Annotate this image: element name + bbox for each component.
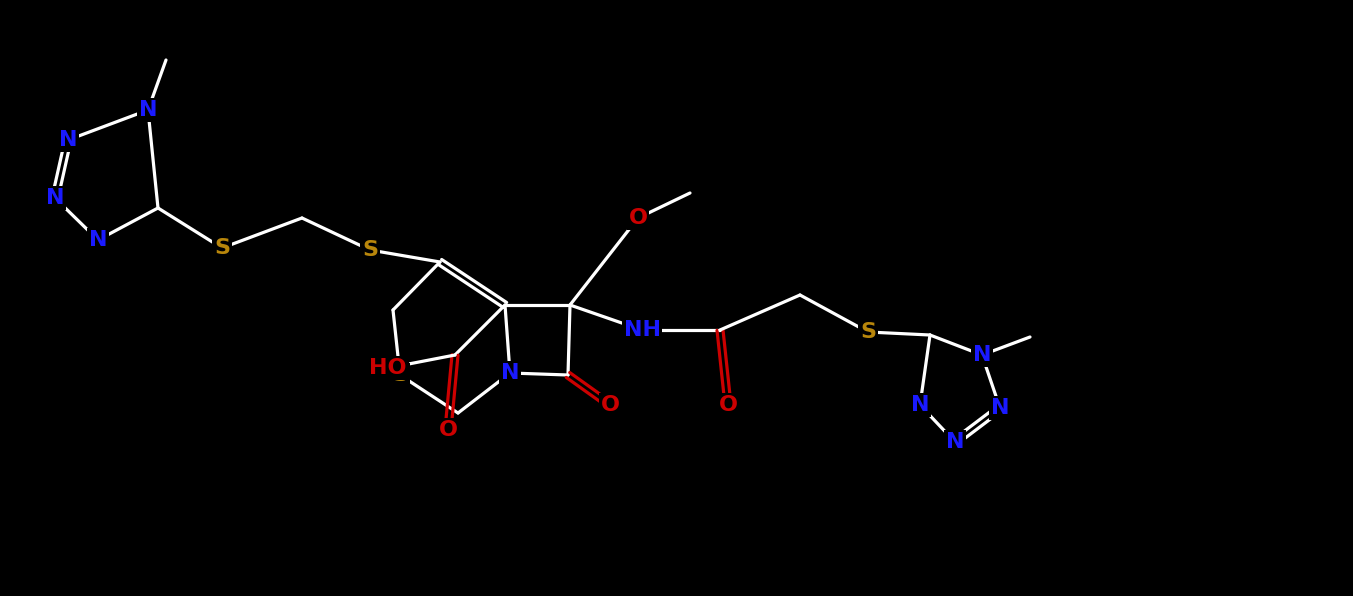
Text: O: O [601,395,620,415]
Text: N: N [911,395,930,415]
Text: S: S [363,240,377,260]
Text: S: S [392,365,409,385]
Text: N: N [46,188,64,208]
Text: N: N [139,100,157,120]
Text: N: N [501,363,520,383]
Text: NH: NH [624,320,660,340]
Text: N: N [58,130,77,150]
Text: N: N [990,398,1009,418]
Text: O: O [629,208,648,228]
Text: S: S [861,322,875,342]
Text: HO: HO [369,358,407,378]
Text: O: O [718,395,737,415]
Text: O: O [438,420,457,440]
Text: N: N [973,345,992,365]
Text: N: N [89,230,107,250]
Text: S: S [214,238,230,258]
Text: N: N [946,432,965,452]
